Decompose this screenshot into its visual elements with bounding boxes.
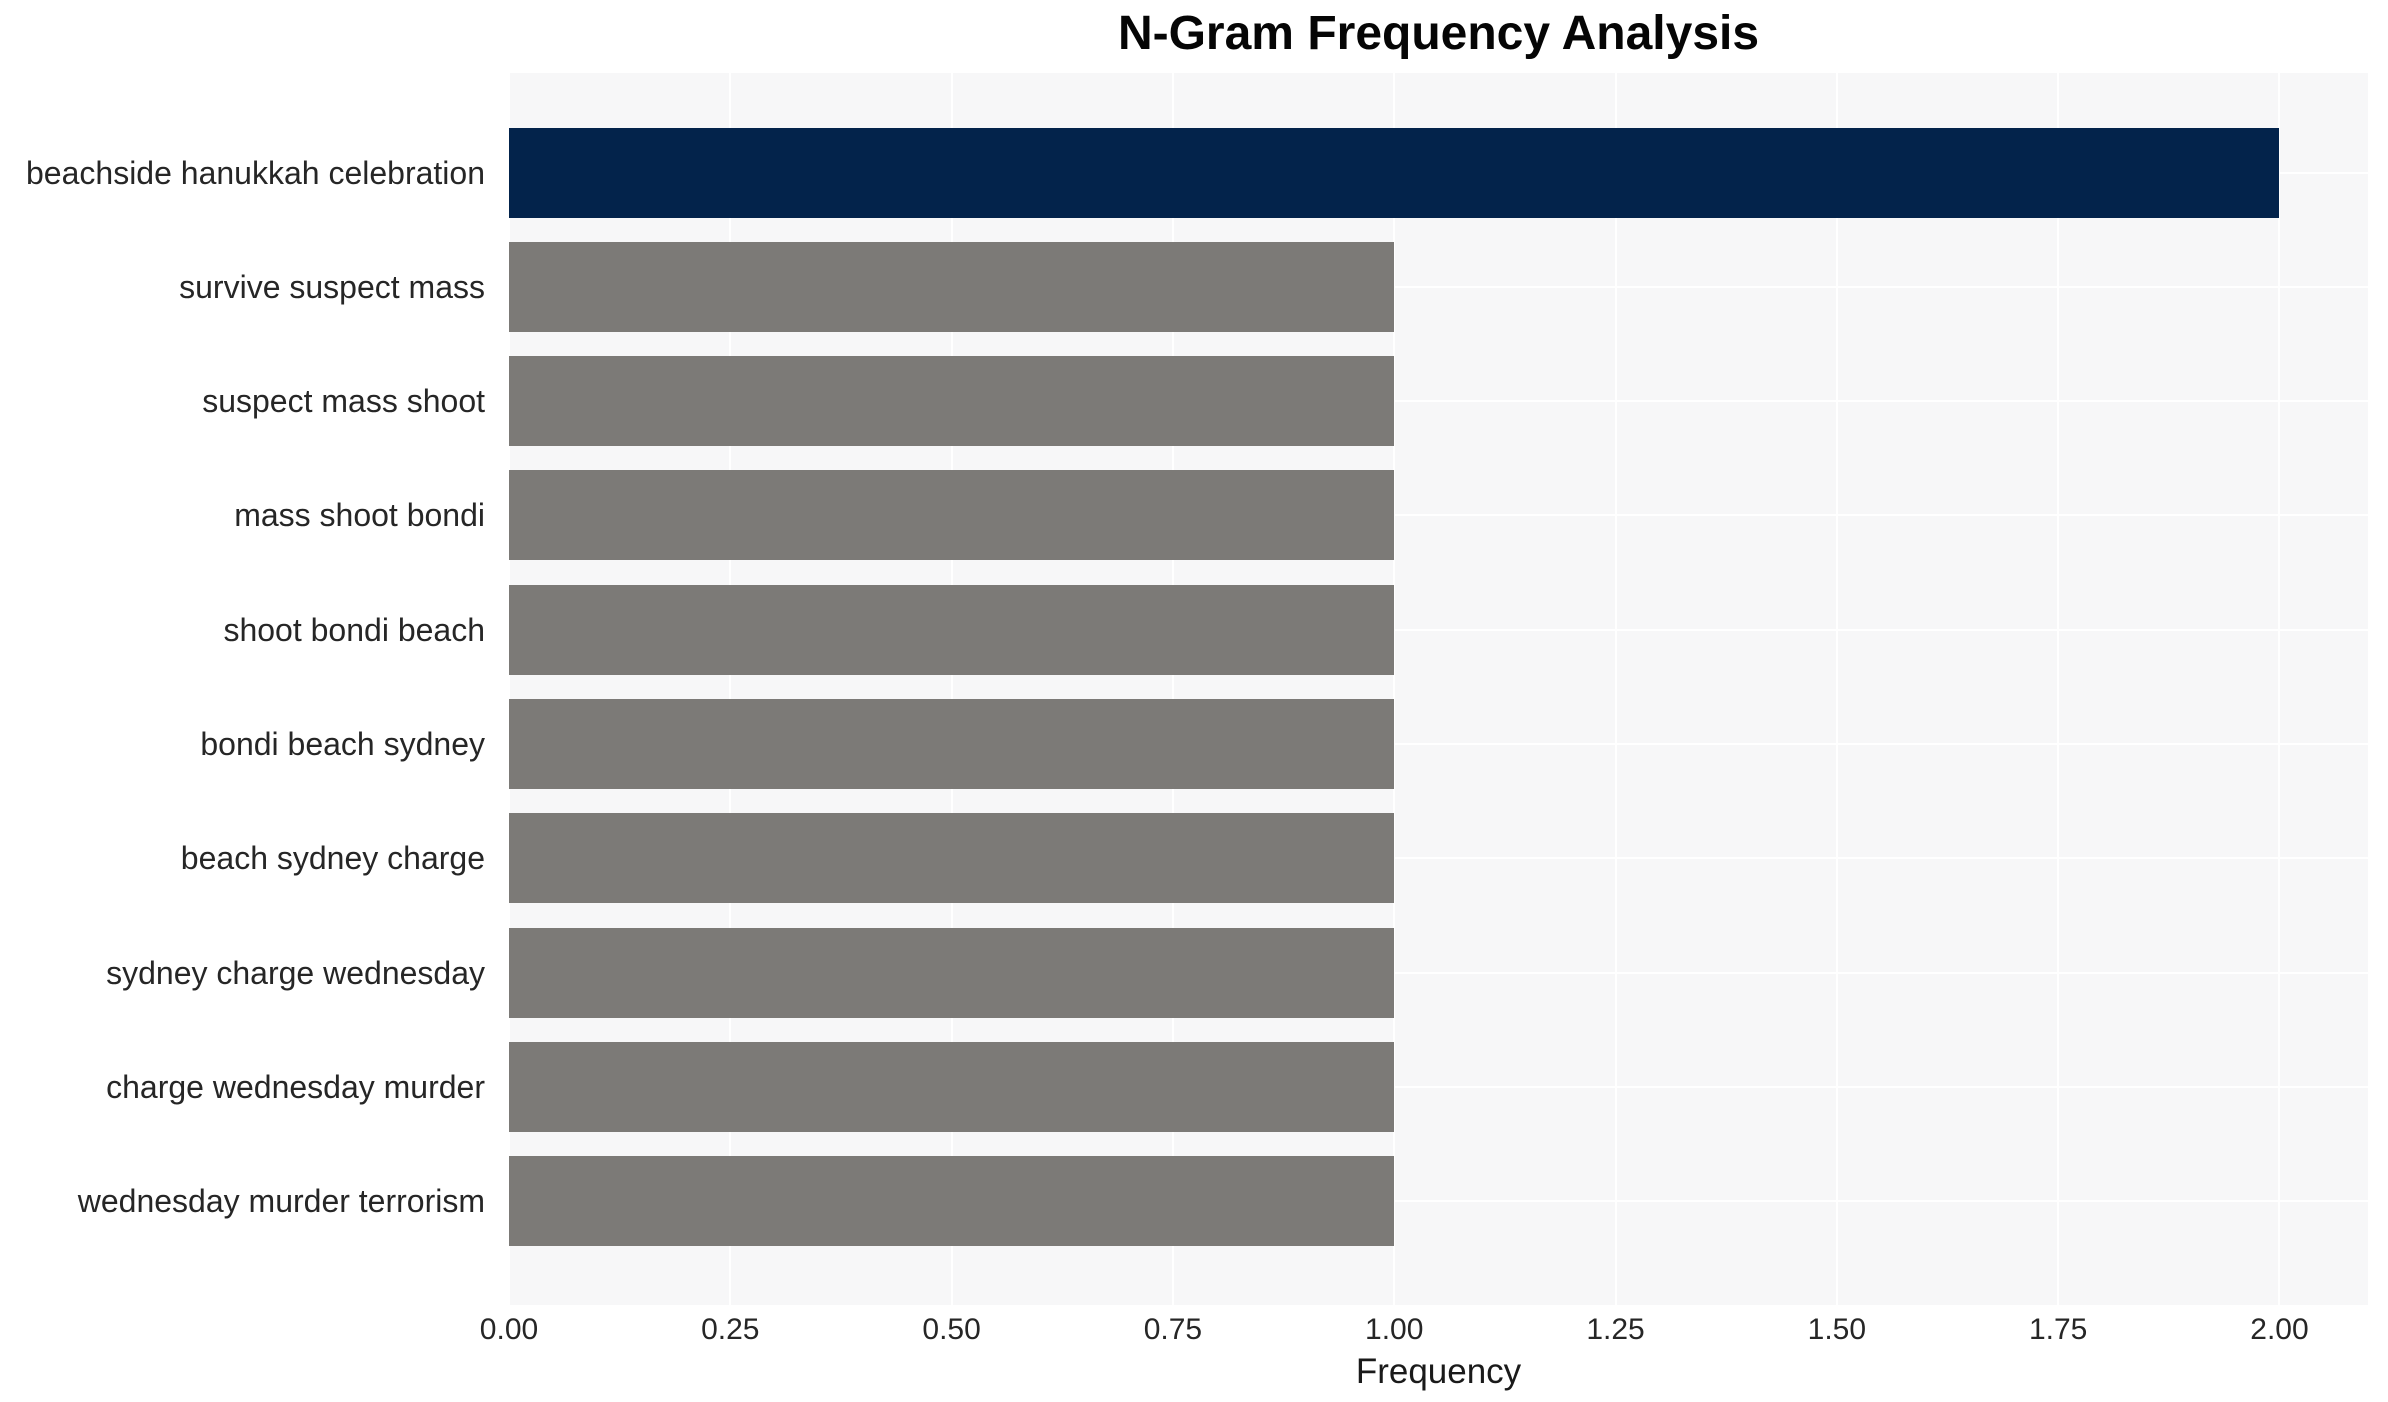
bar-shoot-bondi-beach [509, 584, 1395, 675]
y-tick-label: beach sydney charge [180, 840, 485, 877]
gridline-horizontal [509, 628, 2368, 631]
bar-sydney-charge-wednesday [509, 927, 1395, 1018]
plot-area [508, 73, 2368, 1305]
gridline-vertical [508, 73, 510, 1305]
gridline-vertical [2057, 73, 2060, 1305]
bar-suspect-mass-shoot [509, 356, 1395, 447]
x-axis: 0.00 0.25 0.50 0.75 1.00 1.25 1.50 1.75 2.00 [480, 1305, 2368, 1351]
x-tick-label: 0.00 [479, 1313, 539, 1346]
x-tick-label: 2.00 [2250, 1313, 2309, 1346]
gridline-horizontal [509, 1200, 2368, 1203]
y-tick-label: survive suspect mass [179, 268, 485, 305]
y-tick-label: bondi beach sydney [200, 726, 485, 762]
y-tick-label: wednesday murder terrorism [77, 1183, 485, 1220]
y-tick-label: charge wednesday murder [106, 1068, 485, 1105]
bar-charge-wednesday-murder [509, 1041, 1395, 1132]
x-tick-label: 0.25 [701, 1313, 760, 1346]
gridline-vertical [1393, 73, 1396, 1305]
gridline-horizontal [509, 1085, 2368, 1088]
y-tick-label: mass shoot bondi [234, 497, 485, 534]
gridline-horizontal [509, 857, 2368, 860]
gridline-horizontal [509, 971, 2368, 974]
gridline-horizontal [509, 285, 2368, 288]
bar-mass-shoot-bondi [509, 470, 1395, 561]
x-tick-label: 1.50 [1807, 1313, 1867, 1346]
chart-title: N-Gram Frequency Analysis [1117, 7, 1760, 60]
gridline-vertical [729, 73, 732, 1305]
x-tick-label: 0.50 [922, 1313, 981, 1346]
gridline-horizontal [509, 400, 2368, 403]
gridline-vertical [2278, 73, 2281, 1305]
x-tick-label: 1.75 [2028, 1313, 2088, 1346]
y-tick-label: suspect mass shoot [202, 383, 485, 420]
bar-beach-sydney-charge [509, 813, 1395, 904]
x-tick-label: 1.25 [1586, 1313, 1645, 1346]
x-tick-label: 1.00 [1365, 1313, 1424, 1346]
bar-beachside-hanukkah-celebration [509, 127, 2280, 218]
bar-wednesday-murder-terrorism [509, 1156, 1395, 1247]
bar-bondi-beach-sydney [509, 699, 1395, 789]
y-tick-label: beachside hanukkah celebration [26, 154, 485, 191]
x-axis-title: Frequency [1355, 1352, 1522, 1391]
gridline-horizontal [509, 743, 2368, 745]
y-tick-label: sydney charge wednesday [106, 954, 485, 991]
gridline-horizontal [509, 514, 2368, 517]
x-tick-label: 0.75 [1143, 1313, 1203, 1346]
gridline-vertical [950, 73, 953, 1305]
bar-survive-suspect-mass [509, 241, 1395, 332]
y-axis-labels: beachside hanukkah celebration survive su… [0, 73, 497, 1305]
gridline-vertical [1835, 73, 1838, 1305]
y-tick-label: shoot bondi beach [223, 611, 485, 648]
gridline-vertical [1614, 73, 1617, 1305]
gridline-vertical [1171, 73, 1174, 1305]
